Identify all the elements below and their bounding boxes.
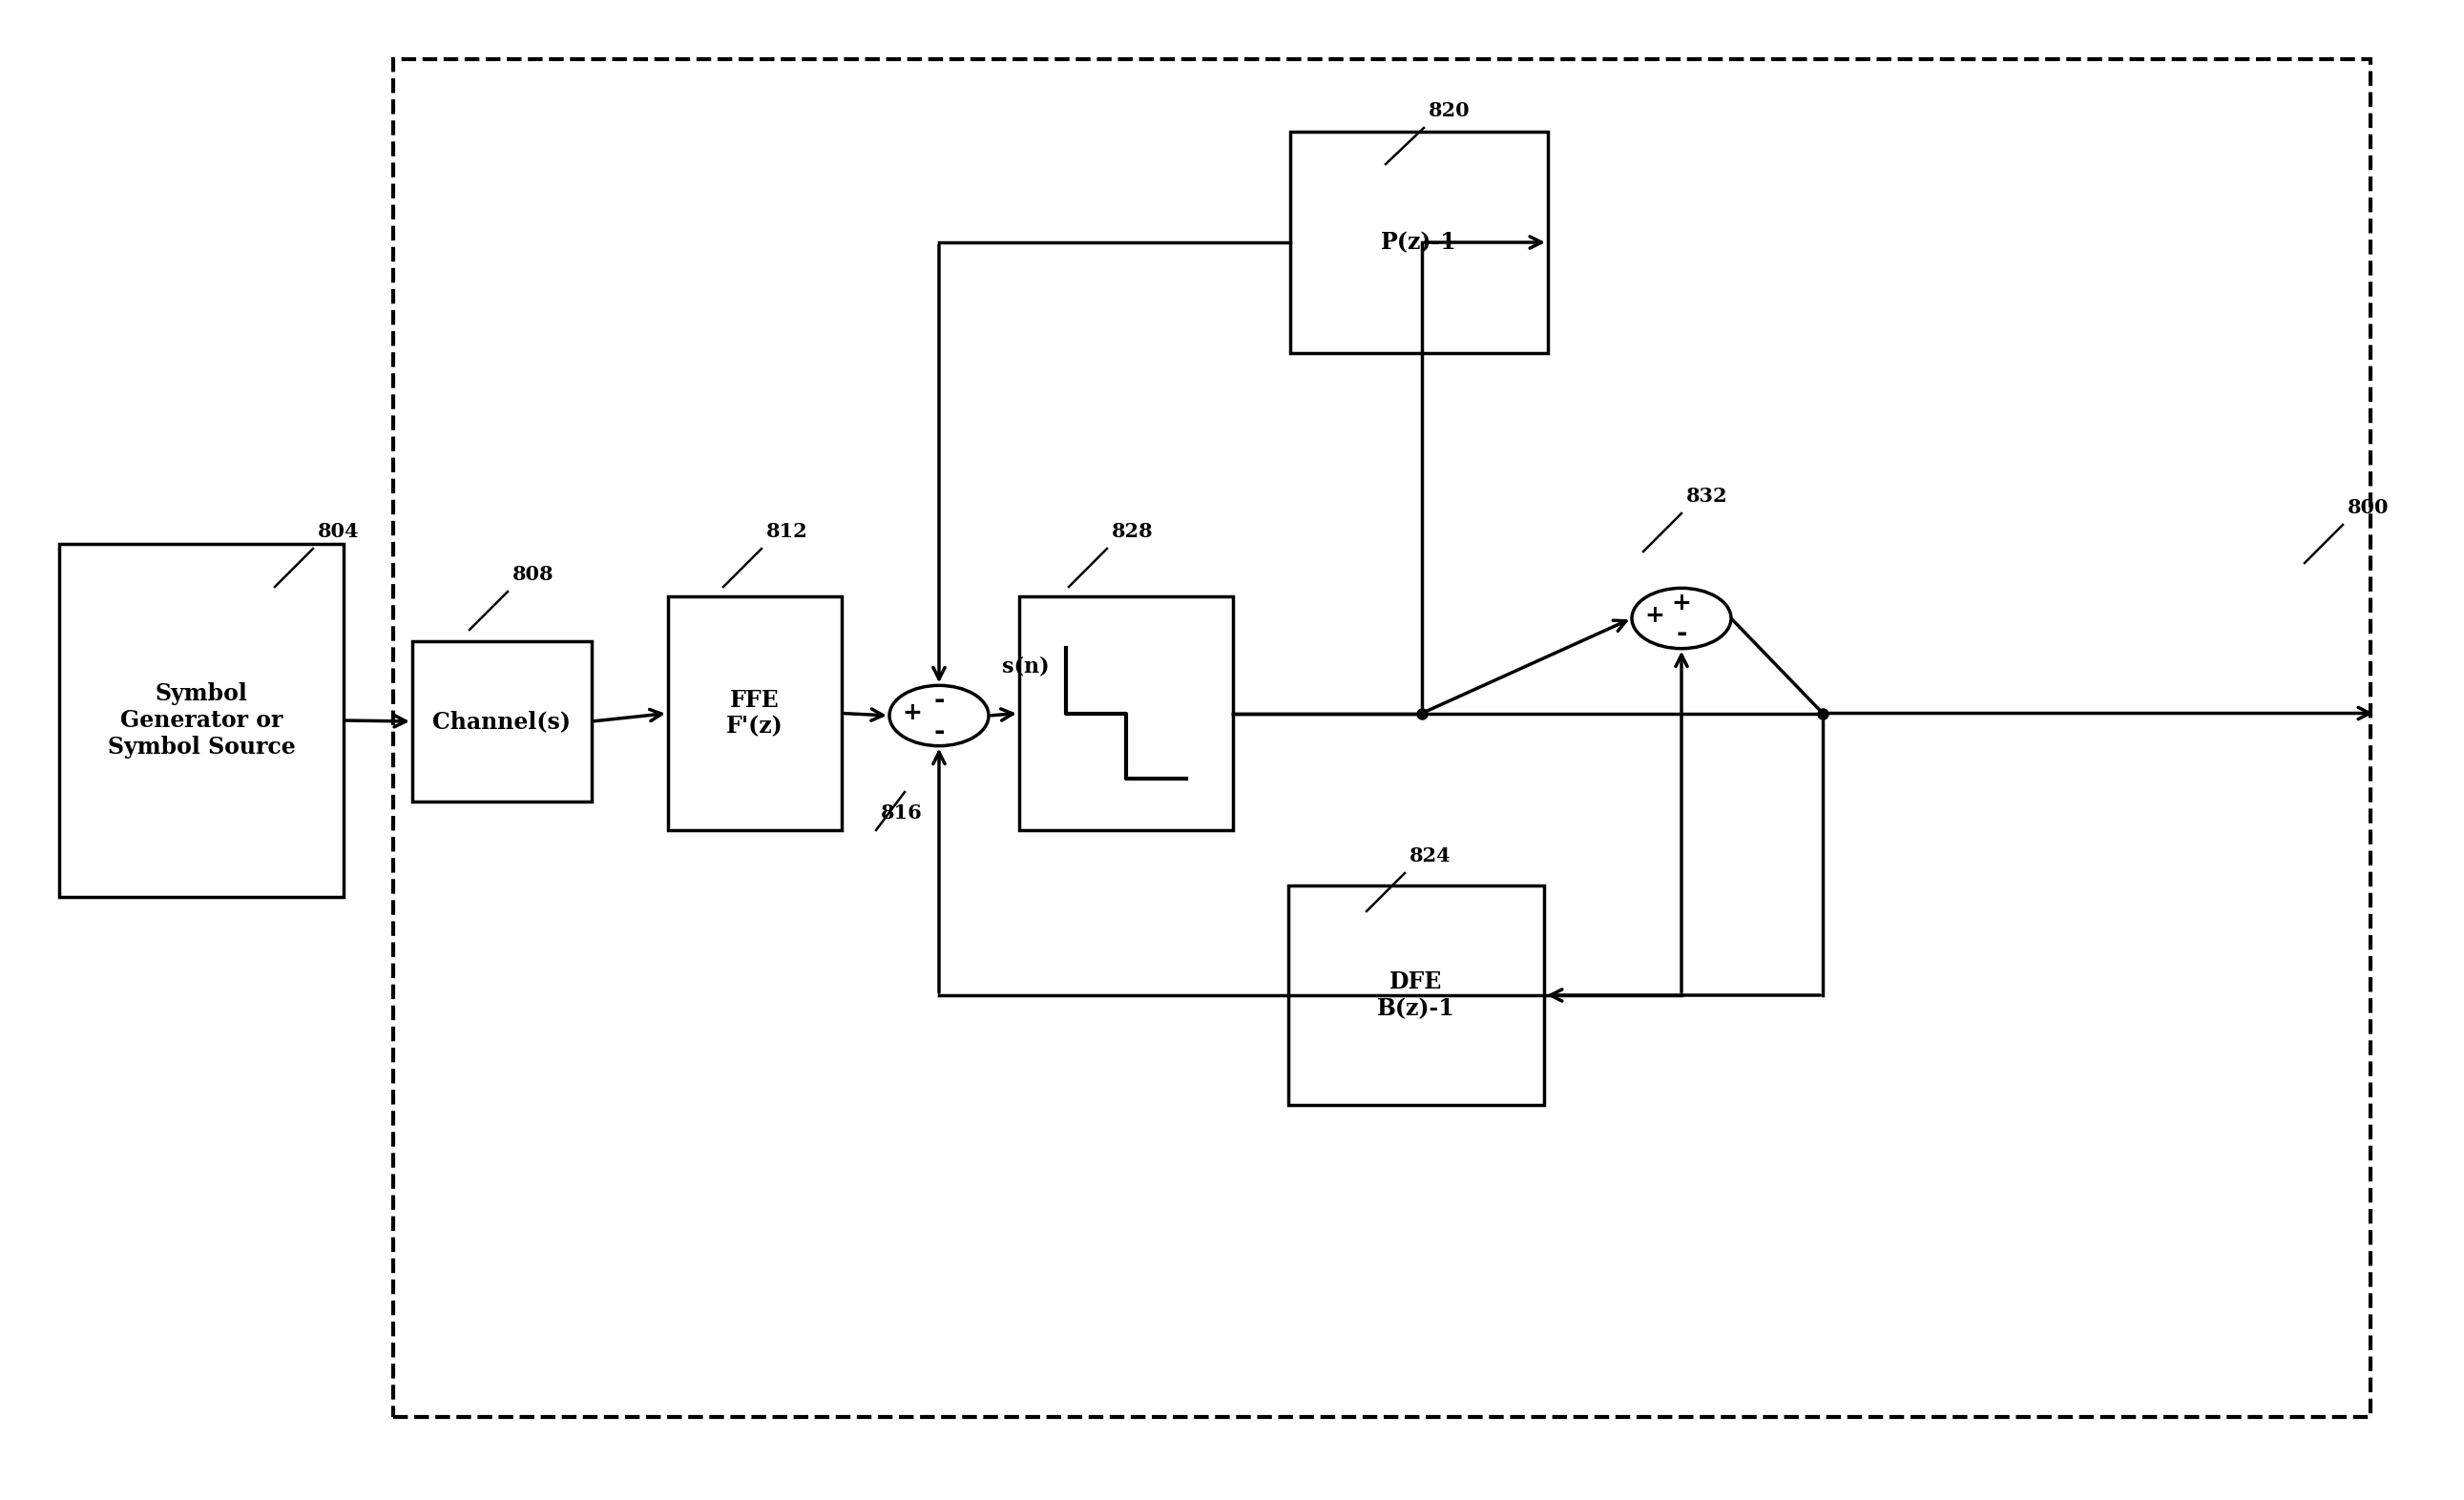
Text: Symbol
Generator or
Symbol Source: Symbol Generator or Symbol Source: [108, 682, 296, 759]
Text: FFE
F'(z): FFE F'(z): [727, 688, 784, 738]
Text: 816: 816: [880, 804, 922, 822]
Bar: [394, 58, 2370, 1418]
Bar: [59, 544, 342, 897]
Text: +: +: [902, 702, 922, 724]
Text: 812: 812: [766, 522, 808, 542]
Text: Channel(s): Channel(s): [434, 710, 572, 734]
Bar: [1020, 597, 1232, 830]
Text: +: +: [1643, 605, 1663, 627]
Text: s(n): s(n): [1003, 657, 1050, 678]
Text: -: -: [934, 718, 944, 746]
Text: DFE
B(z)-1: DFE B(z)-1: [1377, 971, 1456, 1020]
Text: 804: 804: [318, 522, 360, 542]
Text: 828: 828: [1111, 522, 1153, 542]
Text: 800: 800: [2348, 498, 2390, 517]
Text: P(z)-1: P(z)-1: [1380, 231, 1456, 254]
Text: 808: 808: [513, 566, 554, 584]
Text: 832: 832: [1685, 488, 1727, 506]
Bar: [1291, 132, 1547, 352]
Bar: [668, 597, 843, 830]
Circle shape: [890, 686, 988, 746]
Bar: [1289, 885, 1545, 1106]
Bar: [411, 640, 591, 801]
Text: -: -: [1676, 621, 1688, 648]
Circle shape: [1631, 588, 1732, 648]
Text: 824: 824: [1409, 846, 1451, 866]
Text: -: -: [934, 687, 944, 714]
Text: 820: 820: [1429, 102, 1471, 120]
Text: +: +: [1671, 591, 1690, 614]
